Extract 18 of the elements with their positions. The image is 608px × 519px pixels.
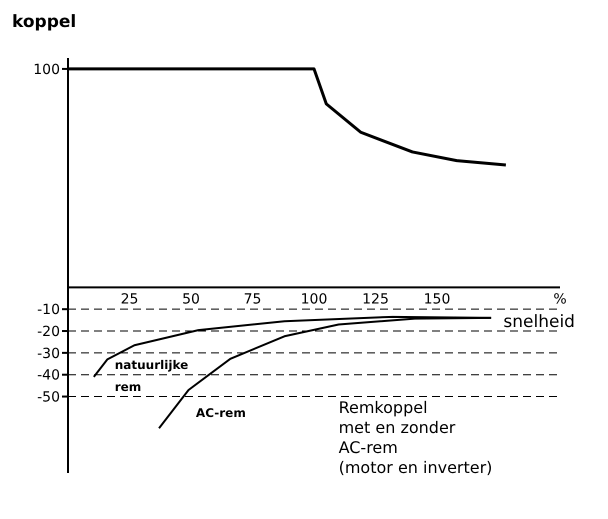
x-tick-label: 25 xyxy=(120,291,138,308)
x-tick-label: 125 xyxy=(362,291,389,308)
annotation: Remkoppel met en zonder AC-rem (motor en inverter) xyxy=(338,398,492,478)
y-tick-label: -10 xyxy=(37,302,60,318)
x-tick-label: 150 xyxy=(424,291,450,308)
y-axis-title: koppel xyxy=(12,12,76,32)
x-tick-label: 50 xyxy=(182,291,200,308)
x-tick-label: % xyxy=(553,291,567,308)
y-tick-label: -40 xyxy=(37,368,60,384)
y-tick-label: -20 xyxy=(37,324,60,340)
y-tick-label: -30 xyxy=(37,346,60,362)
x-tick-label: 75 xyxy=(244,291,262,308)
annotation: AC-rem xyxy=(196,405,247,422)
x-axis-title: snelheid xyxy=(503,312,575,332)
annotation: natuurlijke rem xyxy=(114,356,190,396)
x-tick-label: 100 xyxy=(300,291,328,308)
y-tick-label: -50 xyxy=(37,390,60,406)
y-tick-label: 100 xyxy=(33,62,60,78)
